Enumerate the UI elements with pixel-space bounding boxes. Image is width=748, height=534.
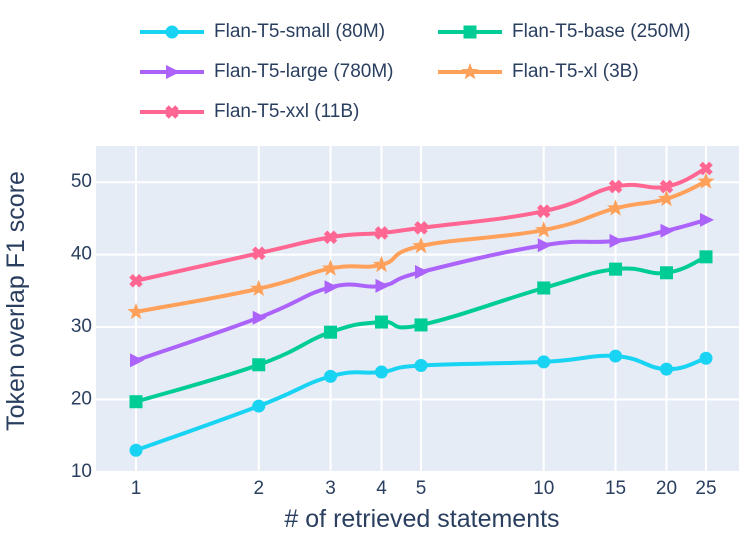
data-point bbox=[129, 443, 143, 457]
x-tick-label: 5 bbox=[416, 478, 427, 499]
data-point bbox=[535, 221, 553, 238]
data-point bbox=[537, 355, 551, 369]
data-point bbox=[536, 204, 551, 218]
x-tick-label: 25 bbox=[695, 478, 716, 499]
series-2 bbox=[129, 250, 713, 409]
legend-label: Flan-T5-xl (3B) bbox=[512, 61, 639, 82]
series-4 bbox=[127, 172, 715, 320]
x-tick-label: 2 bbox=[253, 478, 264, 499]
series-1 bbox=[129, 349, 713, 457]
series-3 bbox=[130, 212, 714, 368]
data-point bbox=[129, 395, 143, 409]
data-point bbox=[699, 161, 713, 176]
data-point bbox=[324, 325, 338, 339]
data-point bbox=[374, 315, 388, 329]
data-point bbox=[127, 302, 145, 320]
data-point bbox=[375, 278, 390, 293]
series-5 bbox=[129, 161, 713, 288]
data-point bbox=[537, 238, 552, 253]
legend-marker bbox=[463, 25, 477, 39]
data-point bbox=[374, 365, 388, 379]
legend-item: Flan-T5-large (780M) bbox=[140, 61, 394, 82]
grid-lines bbox=[96, 146, 739, 473]
legend-label: Flan-T5-base (250M) bbox=[512, 21, 690, 42]
legend: Flan-T5-small (80M) Flan-T5-base (250M) Fl… bbox=[140, 21, 690, 122]
data-point bbox=[251, 246, 266, 260]
legend-marker bbox=[165, 105, 179, 119]
data-point bbox=[659, 266, 673, 280]
data-point bbox=[659, 362, 673, 376]
y-tick-label: 50 bbox=[71, 171, 92, 192]
data-point bbox=[414, 318, 428, 332]
x-tick-label: 1 bbox=[131, 478, 142, 499]
data-point bbox=[252, 310, 267, 325]
x-axis-title: # of retrieved statements bbox=[284, 505, 559, 533]
legend-item: Flan-T5-xxl (11B) bbox=[140, 101, 359, 122]
data-point bbox=[699, 250, 713, 264]
data-point bbox=[372, 255, 391, 273]
data-point bbox=[609, 349, 623, 363]
data-point bbox=[324, 369, 338, 383]
data-point bbox=[129, 273, 143, 288]
series-lines bbox=[127, 161, 715, 457]
data-point bbox=[415, 265, 429, 280]
data-point bbox=[252, 399, 266, 413]
x-tick-label: 15 bbox=[605, 478, 626, 499]
data-point bbox=[700, 212, 714, 227]
plot-background bbox=[96, 146, 739, 472]
data-point bbox=[252, 358, 266, 372]
data-point bbox=[657, 189, 676, 207]
data-point bbox=[608, 179, 623, 194]
legend-item: Flan-T5-base (250M) bbox=[438, 21, 690, 42]
data-point bbox=[412, 236, 430, 254]
x-tick-label: 20 bbox=[656, 478, 677, 499]
legend-label: Flan-T5-large (780M) bbox=[214, 61, 394, 82]
data-point bbox=[324, 280, 339, 295]
data-point bbox=[130, 353, 144, 368]
data-point bbox=[250, 279, 268, 296]
data-point bbox=[609, 262, 623, 276]
data-point bbox=[659, 179, 674, 194]
legend-label: Flan-T5-small (80M) bbox=[214, 21, 385, 42]
x-tick-label: 3 bbox=[325, 478, 336, 499]
x-tick-label: 4 bbox=[376, 478, 387, 499]
data-point bbox=[414, 221, 428, 235]
data-point bbox=[697, 172, 715, 189]
data-point bbox=[374, 226, 389, 240]
y-tick-label: 30 bbox=[71, 316, 92, 337]
data-point bbox=[414, 359, 428, 373]
data-point bbox=[606, 199, 625, 216]
axis-labels: 1 2 3 4 5 10 15 20 25 10 20 30 40 50 bbox=[71, 171, 717, 499]
x-tick-label: 10 bbox=[533, 478, 554, 499]
legend-label: Flan-T5-xxl (11B) bbox=[214, 101, 359, 122]
data-point bbox=[323, 230, 338, 245]
data-point bbox=[537, 281, 551, 295]
legend-marker bbox=[166, 65, 180, 79]
y-tick-label: 40 bbox=[71, 244, 92, 265]
y-tick-label: 10 bbox=[71, 461, 92, 482]
y-tick-label: 20 bbox=[71, 389, 92, 410]
legend-marker bbox=[461, 63, 479, 80]
data-point bbox=[660, 223, 675, 238]
y-axis-title: Token overlap F1 score bbox=[2, 171, 30, 431]
legend-item: Flan-T5-xl (3B) bbox=[438, 61, 639, 82]
legend-item: Flan-T5-small (80M) bbox=[140, 21, 385, 42]
data-point bbox=[699, 351, 713, 365]
data-point bbox=[321, 259, 340, 276]
data-point bbox=[609, 233, 624, 248]
legend-marker bbox=[165, 25, 179, 39]
